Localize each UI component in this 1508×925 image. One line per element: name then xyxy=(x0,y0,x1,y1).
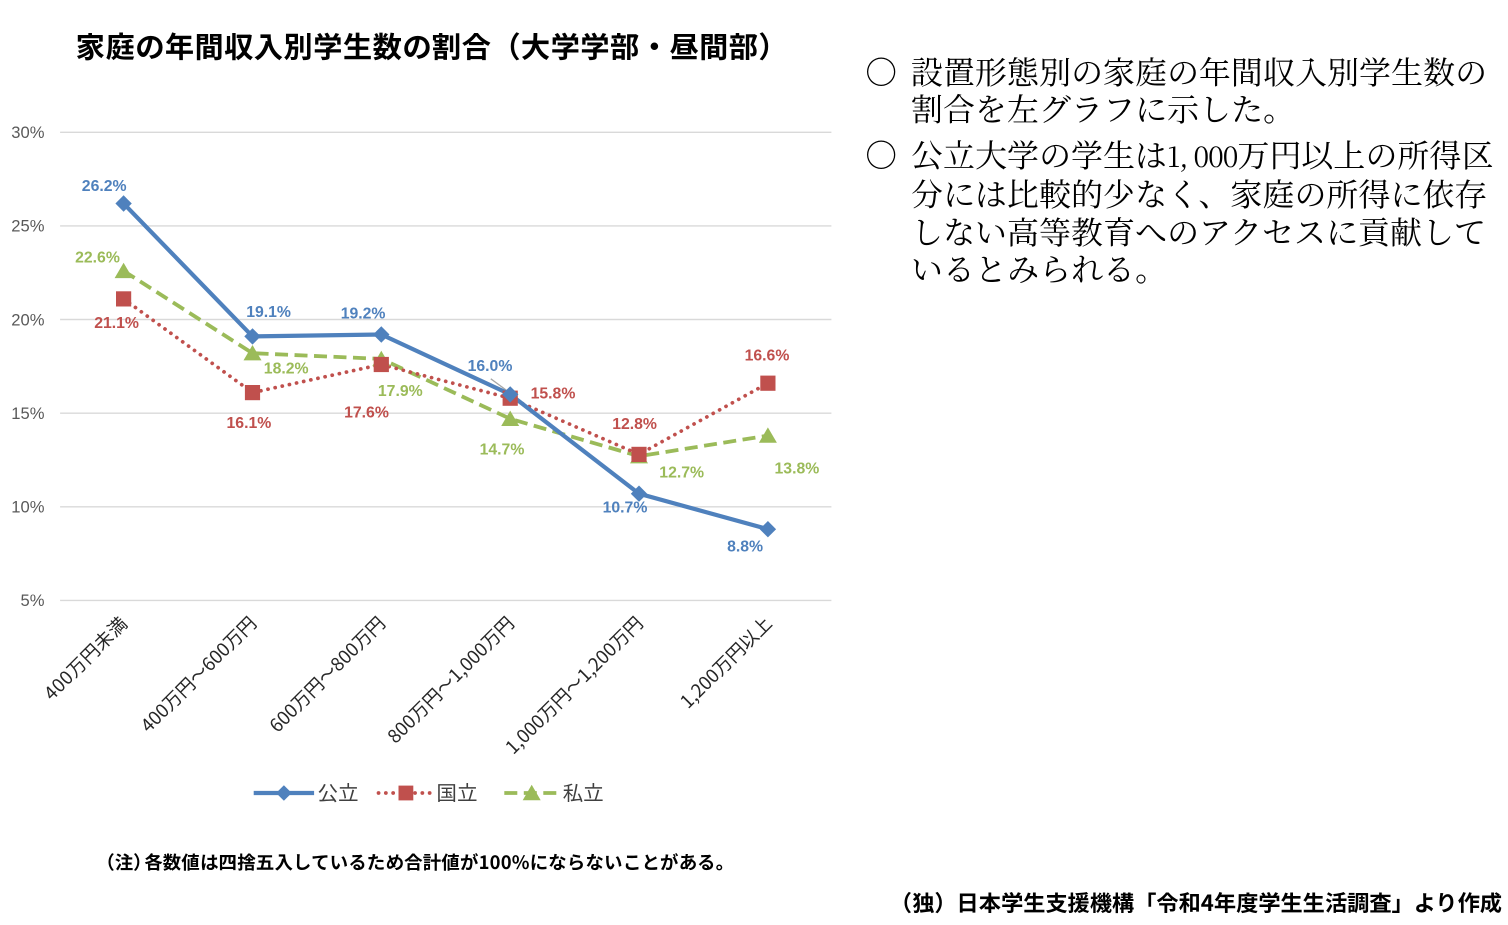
svg-text:25%: 25% xyxy=(11,217,44,236)
svg-text:21.1%: 21.1% xyxy=(94,315,139,332)
svg-text:26.2%: 26.2% xyxy=(82,178,127,195)
svg-text:800万円～1,000万円: 800万円～1,000万円 xyxy=(381,610,519,748)
svg-text:10.7%: 10.7% xyxy=(603,500,648,517)
svg-text:19.2%: 19.2% xyxy=(341,306,386,323)
svg-text:400万円未満: 400万円未満 xyxy=(38,610,133,705)
svg-text:17.6%: 17.6% xyxy=(344,404,389,421)
svg-text:（独）日本学生支援機構「令和4年度学生生活調査」より作成: （独）日本学生支援機構「令和4年度学生生活調査」より作成 xyxy=(890,886,1502,918)
svg-text:（注）各数値は四捨五入しているため合計値が100%にならない: （注）各数値は四捨五入しているため合計値が100%にならないことがある。 xyxy=(97,849,735,875)
svg-text:公立: 公立 xyxy=(318,777,359,807)
svg-text:16.1%: 16.1% xyxy=(227,415,272,432)
svg-text:16.6%: 16.6% xyxy=(745,348,790,365)
svg-text:5%: 5% xyxy=(21,591,45,610)
svg-text:15.8%: 15.8% xyxy=(531,385,576,402)
svg-text:12.8%: 12.8% xyxy=(612,416,657,433)
svg-text:12.7%: 12.7% xyxy=(659,465,704,482)
svg-text:20%: 20% xyxy=(11,310,44,329)
svg-text:400万円～600万円: 400万円～600万円 xyxy=(135,610,262,737)
svg-text:30%: 30% xyxy=(11,123,44,142)
svg-text:17.9%: 17.9% xyxy=(378,383,423,400)
svg-text:1,200万円以上: 1,200万円以上 xyxy=(674,610,777,713)
svg-text:10%: 10% xyxy=(11,498,44,517)
svg-text:18.2%: 18.2% xyxy=(264,360,309,377)
svg-text:19.1%: 19.1% xyxy=(246,304,291,321)
svg-text:国立: 国立 xyxy=(437,777,478,807)
svg-text:600万円～800万円: 600万円～800万円 xyxy=(263,610,390,737)
svg-text:8.8%: 8.8% xyxy=(727,538,763,555)
svg-text:家庭の年間収入別学生数の割合（大学学部・昼間部）: 家庭の年間収入別学生数の割合（大学学部・昼間部） xyxy=(76,25,788,67)
svg-text:1,000万円～1,200万円: 1,000万円～1,200万円 xyxy=(499,610,648,759)
svg-text:16.0%: 16.0% xyxy=(468,358,513,375)
svg-text:15%: 15% xyxy=(11,404,44,423)
svg-text:私立: 私立 xyxy=(563,777,604,807)
svg-text:22.6%: 22.6% xyxy=(75,249,120,266)
svg-text:13.8%: 13.8% xyxy=(775,461,820,478)
svg-text:14.7%: 14.7% xyxy=(480,441,525,458)
